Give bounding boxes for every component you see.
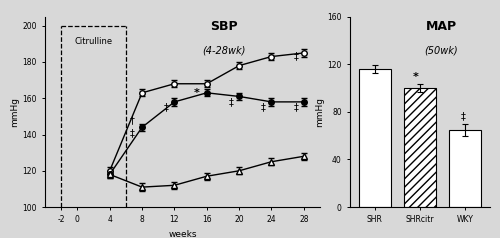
Text: ‡: ‡ [130, 128, 135, 138]
Text: ‡: ‡ [261, 102, 266, 112]
Bar [404, 88, 436, 207]
Y-axis label: mmHg: mmHg [316, 97, 324, 127]
Text: ‡: ‡ [460, 111, 466, 121]
Text: *: * [194, 88, 200, 98]
Text: ‡: ‡ [228, 97, 234, 107]
Text: MAP: MAP [426, 20, 456, 34]
Text: SBP: SBP [210, 20, 238, 34]
Text: ‡: ‡ [294, 52, 298, 62]
Bar [450, 130, 481, 207]
Bar [359, 69, 390, 207]
X-axis label: weeks: weeks [168, 230, 197, 238]
Text: *: * [412, 72, 418, 82]
Text: (50wk): (50wk) [424, 45, 458, 55]
Y-axis label: mmHg: mmHg [10, 97, 20, 127]
Text: (4-28wk): (4-28wk) [202, 45, 246, 55]
Text: ‡: ‡ [294, 102, 298, 112]
Text: ‡: ‡ [164, 102, 169, 112]
Text: †: † [130, 115, 135, 125]
Text: Citrulline: Citrulline [74, 37, 112, 46]
